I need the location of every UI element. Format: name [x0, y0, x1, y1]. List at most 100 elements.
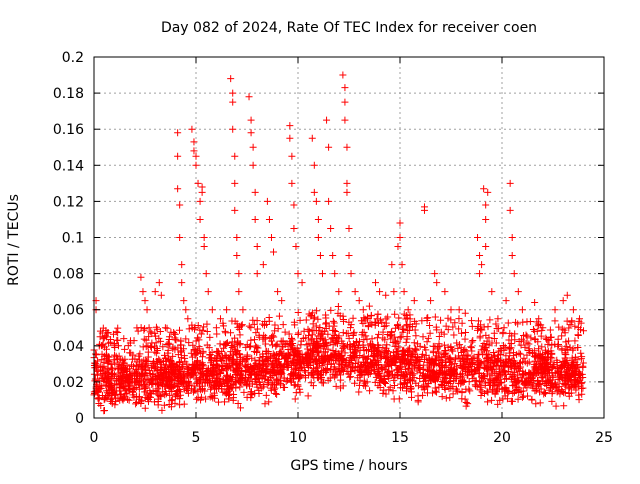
data-point — [151, 288, 159, 296]
data-point — [329, 317, 337, 325]
data-point — [264, 349, 272, 357]
data-point — [98, 363, 106, 371]
data-point — [137, 372, 145, 380]
data-point — [515, 337, 523, 345]
data-point — [574, 343, 582, 351]
data-point — [190, 138, 198, 146]
data-point — [455, 315, 463, 323]
data-point — [105, 390, 113, 398]
data-point — [241, 356, 249, 364]
data-point — [279, 321, 287, 329]
data-point — [161, 324, 169, 332]
data-point — [238, 379, 246, 387]
data-point — [547, 358, 555, 366]
data-point — [525, 347, 533, 355]
data-point — [237, 361, 245, 369]
data-point — [296, 371, 304, 379]
data-point — [420, 206, 428, 214]
data-point — [465, 364, 473, 372]
data-point — [192, 360, 200, 368]
data-point — [329, 326, 337, 334]
data-point — [463, 371, 471, 379]
data-point — [478, 261, 486, 269]
data-point — [571, 337, 579, 345]
data-point — [374, 319, 382, 327]
data-point — [567, 389, 575, 397]
data-point — [304, 392, 312, 400]
data-point — [307, 312, 315, 320]
data-point — [192, 152, 200, 160]
data-point — [355, 388, 363, 396]
data-point — [177, 391, 185, 399]
data-point — [376, 384, 384, 392]
data-point — [171, 393, 179, 401]
data-point — [480, 185, 488, 193]
data-point — [296, 316, 304, 324]
data-point — [210, 362, 218, 370]
data-point — [514, 395, 522, 403]
data-point — [308, 331, 316, 339]
data-point — [533, 385, 541, 393]
data-point — [447, 356, 455, 364]
data-point — [541, 389, 549, 397]
data-point — [551, 317, 559, 325]
data-point — [368, 335, 376, 343]
data-point — [192, 161, 200, 169]
data-point — [293, 358, 301, 366]
data-point — [435, 332, 443, 340]
data-point — [345, 224, 353, 232]
data-point — [134, 327, 142, 335]
data-point — [451, 360, 459, 368]
data-point — [359, 343, 367, 351]
data-point — [251, 215, 259, 223]
data-point — [513, 362, 521, 370]
data-point — [426, 322, 434, 330]
data-point — [215, 366, 223, 374]
data-point — [262, 333, 270, 341]
data-point — [569, 380, 577, 388]
data-point — [374, 341, 382, 349]
data-point — [523, 332, 531, 340]
data-point — [573, 362, 581, 370]
data-point — [516, 359, 524, 367]
data-point — [352, 338, 360, 346]
data-point — [491, 389, 499, 397]
data-point — [465, 378, 473, 386]
data-point — [242, 377, 250, 385]
data-point — [282, 377, 290, 385]
data-point — [543, 350, 551, 358]
data-point — [329, 370, 337, 378]
data-point — [198, 369, 206, 377]
data-point — [331, 363, 339, 371]
data-point — [374, 310, 382, 318]
data-point — [236, 331, 244, 339]
data-point — [194, 321, 202, 329]
data-point — [518, 393, 526, 401]
data-point — [219, 319, 227, 327]
data-point — [486, 316, 494, 324]
data-point — [506, 206, 514, 214]
data-point — [342, 329, 350, 337]
data-point — [332, 382, 340, 390]
data-point — [452, 355, 460, 363]
data-point — [372, 279, 380, 287]
data-point — [251, 336, 259, 344]
data-point — [231, 206, 239, 214]
data-point — [95, 395, 103, 403]
data-point — [97, 366, 105, 374]
data-point — [233, 234, 241, 241]
y-tick-label: 0.06 — [53, 303, 84, 319]
data-point — [419, 383, 427, 391]
data-point — [379, 389, 387, 397]
data-point — [213, 385, 221, 393]
data-point — [251, 356, 259, 364]
data-point — [492, 339, 500, 347]
data-point — [370, 361, 378, 369]
data-point — [166, 391, 174, 399]
data-point — [339, 312, 347, 320]
data-point — [195, 343, 203, 351]
data-point — [290, 318, 298, 326]
data-point — [335, 332, 343, 340]
data-point — [461, 335, 469, 343]
data-point — [540, 390, 548, 398]
